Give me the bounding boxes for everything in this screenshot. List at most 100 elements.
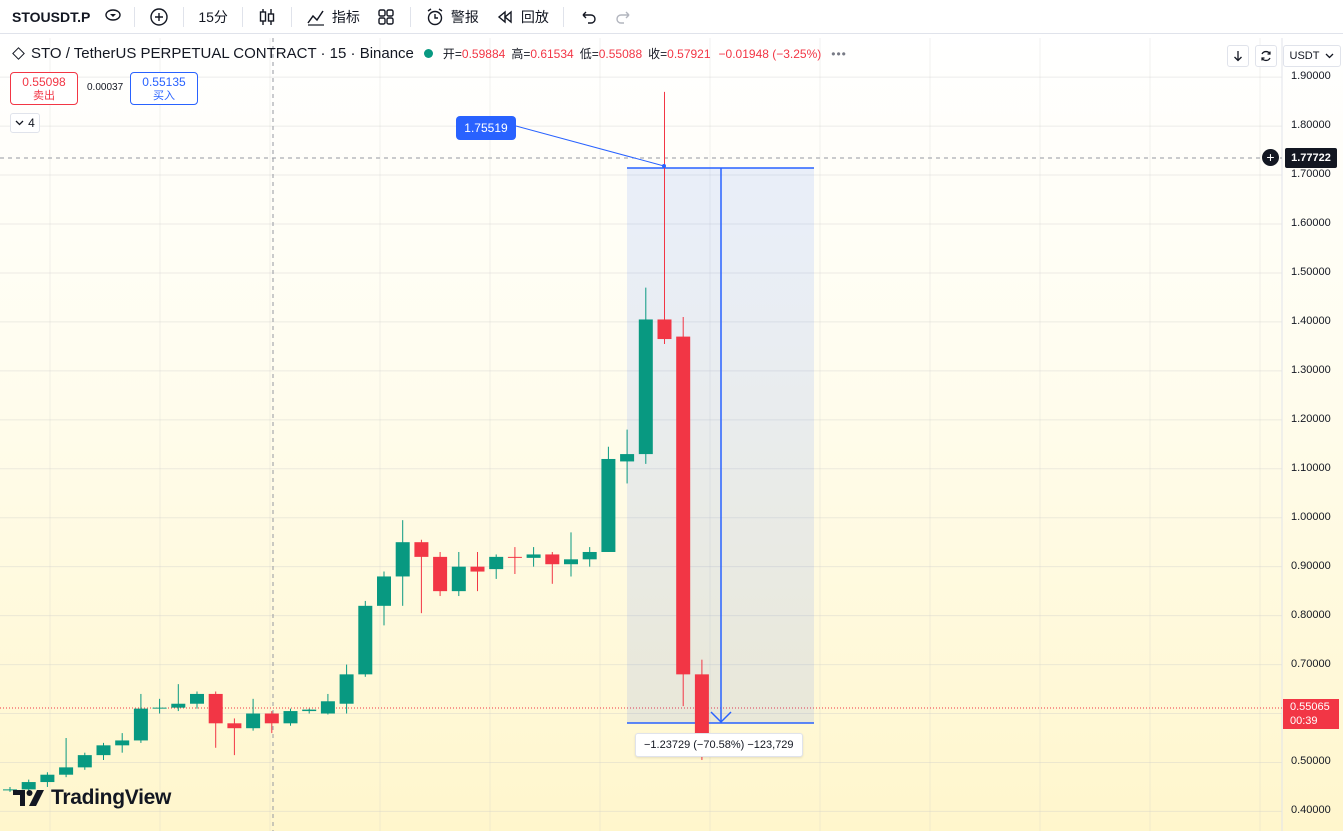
rewind-icon bbox=[497, 10, 512, 23]
replay-button[interactable]: 回放 bbox=[487, 0, 557, 34]
add-alert-plus-icon[interactable]: + bbox=[1262, 149, 1279, 166]
candle-body bbox=[3, 789, 17, 791]
candle bbox=[526, 547, 541, 567]
price-axis-tick: 0.50000 bbox=[1291, 755, 1331, 768]
candle bbox=[302, 708, 317, 714]
alerts-label: 警报 bbox=[450, 8, 479, 25]
candle bbox=[246, 698, 261, 731]
candle-body bbox=[414, 542, 429, 557]
candle-body bbox=[190, 693, 204, 704]
candle bbox=[171, 684, 186, 712]
candle bbox=[638, 287, 653, 464]
candle bbox=[358, 600, 373, 677]
candle-body bbox=[358, 605, 373, 675]
reset-chart-button[interactable] bbox=[1255, 45, 1277, 67]
candle-body bbox=[620, 454, 635, 462]
redo-button[interactable] bbox=[606, 0, 642, 34]
candle bbox=[133, 693, 148, 743]
indicators-collapse-button[interactable]: 4 bbox=[10, 113, 40, 133]
candle bbox=[489, 554, 504, 579]
candle-body bbox=[526, 554, 541, 558]
spread-value: 0.00037 bbox=[87, 82, 124, 93]
candle-body bbox=[302, 709, 317, 712]
chart-type-button[interactable] bbox=[249, 0, 285, 34]
plus-circle-icon bbox=[150, 7, 169, 26]
price-axis-tick: 1.20000 bbox=[1291, 412, 1331, 425]
candle bbox=[227, 718, 242, 756]
price-axis-tick: 1.70000 bbox=[1291, 168, 1331, 181]
buy-label: 买入 bbox=[153, 90, 175, 102]
candle bbox=[77, 752, 92, 770]
legend-open: 开=0.59884 bbox=[442, 47, 506, 61]
candle bbox=[152, 698, 167, 714]
candle-body bbox=[59, 767, 74, 775]
compare-symbol-button[interactable] bbox=[141, 0, 177, 34]
legend-change: −0.01948 (−3.25%) bbox=[718, 46, 822, 61]
candle-body bbox=[152, 707, 167, 709]
symbol-search-button[interactable]: STOUSDT.P bbox=[0, 0, 128, 34]
price-callout[interactable]: 1.75519 bbox=[456, 116, 516, 140]
alarm-clock-icon bbox=[427, 7, 443, 25]
legend-high: 高=0.61534 bbox=[511, 47, 574, 61]
legend-title[interactable]: STO / TetherUS PERPETUAL CONTRACT · 15 ·… bbox=[31, 45, 414, 62]
candle bbox=[339, 664, 354, 714]
candle-body bbox=[451, 566, 466, 592]
bar-countdown: 00:39 bbox=[1290, 715, 1318, 727]
buy-button[interactable]: 0.55135 买入 bbox=[130, 72, 198, 105]
collapse-count: 4 bbox=[28, 116, 35, 130]
sell-button[interactable]: 0.55098 卖出 bbox=[10, 72, 78, 105]
market-status-dot bbox=[423, 49, 433, 58]
symbol-text: STOUSDT.P bbox=[12, 8, 91, 25]
tradingview-logo[interactable]: TradingView bbox=[13, 786, 171, 810]
measure-result-label: −1.23729 (−70.58%) −123,729 bbox=[635, 733, 803, 757]
candle bbox=[601, 446, 616, 552]
interval-button[interactable]: 15分 bbox=[190, 0, 236, 34]
toolbar-divider bbox=[134, 6, 136, 27]
candle bbox=[657, 91, 672, 344]
candle-body bbox=[657, 319, 672, 340]
price-chart[interactable] bbox=[0, 38, 1343, 831]
grid-icon bbox=[378, 8, 394, 25]
chart-legend: STO / TetherUS PERPETUAL CONTRACT · 15 ·… bbox=[10, 45, 847, 62]
candle-body bbox=[77, 755, 92, 768]
candle bbox=[414, 539, 429, 614]
more-icon[interactable]: ••• bbox=[831, 46, 847, 61]
top-toolbar: STOUSDT.P 15分 指标 警报 回放 bbox=[0, 0, 1343, 34]
candle-body bbox=[377, 576, 391, 606]
sell-price: 0.55098 bbox=[22, 75, 66, 89]
candle-body bbox=[395, 542, 410, 577]
undo-button[interactable] bbox=[570, 0, 606, 34]
buy-price: 0.55135 bbox=[142, 75, 186, 89]
indicators-button[interactable]: 指标 bbox=[298, 0, 368, 34]
candle-body bbox=[264, 713, 279, 724]
last-price-label: 0.55065 00:39 bbox=[1283, 699, 1339, 729]
candle bbox=[377, 571, 391, 626]
toolbar-divider bbox=[290, 6, 292, 27]
candle-body bbox=[246, 713, 261, 729]
indicators-label: 指标 bbox=[331, 8, 360, 25]
arrow-down-icon bbox=[1234, 51, 1242, 62]
layouts-button[interactable] bbox=[368, 0, 404, 34]
alerts-button[interactable]: 警报 bbox=[417, 0, 487, 34]
legend-low: 低=0.55088 bbox=[579, 47, 643, 61]
scroll-to-realtime-button[interactable] bbox=[1227, 45, 1249, 67]
add-to-watchlist-icon[interactable] bbox=[104, 6, 122, 27]
chart-pane[interactable]: STO / TetherUS PERPETUAL CONTRACT · 15 ·… bbox=[0, 38, 1343, 831]
tradingview-logo-icon bbox=[13, 790, 44, 806]
currency-select[interactable]: USDT bbox=[1283, 45, 1341, 67]
price-axis-tick: 0.90000 bbox=[1291, 559, 1331, 572]
candle bbox=[545, 551, 560, 584]
price-axis-tick: 0.40000 bbox=[1291, 804, 1331, 817]
price-axis-tick: 1.50000 bbox=[1291, 265, 1331, 278]
candle bbox=[264, 711, 279, 734]
candle-body bbox=[115, 740, 130, 746]
toolbar-divider bbox=[562, 6, 564, 27]
price-axis-tick: 0.80000 bbox=[1291, 608, 1331, 621]
price-axis-tick: 1.80000 bbox=[1291, 119, 1331, 132]
legend-close: 收=0.57921 bbox=[648, 47, 711, 61]
candle bbox=[115, 733, 130, 753]
price-axis-tick: 1.90000 bbox=[1291, 70, 1331, 83]
candle bbox=[470, 551, 485, 592]
price-axis-tick: 1.30000 bbox=[1291, 363, 1331, 376]
candle bbox=[320, 693, 335, 715]
